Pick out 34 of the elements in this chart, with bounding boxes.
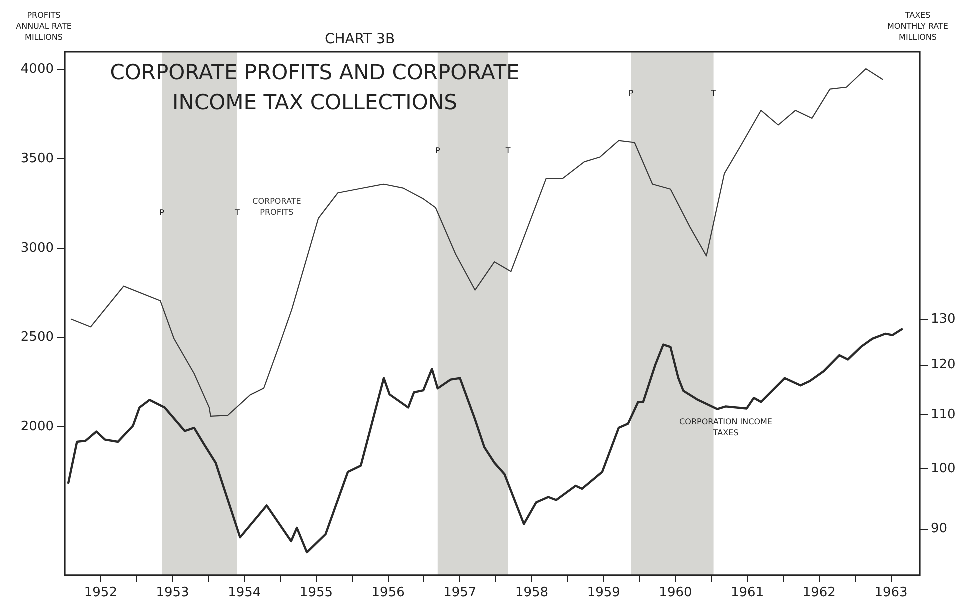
annotation: P xyxy=(435,146,440,156)
y-tick-label: 2000 xyxy=(20,420,54,435)
y2-tick-label: 120 xyxy=(931,358,956,373)
text: CORPORATE PROFITS AND CORPORATE INCOME TAX COLLECTIONS xyxy=(110,60,520,114)
y2-axis-title: TAXES MONTHLY RATE MILLIONS xyxy=(888,11,948,42)
x-tick-label: 1959 xyxy=(587,586,620,601)
y-tick-label: 3000 xyxy=(20,240,54,256)
x-tick-label: 1956 xyxy=(372,586,405,601)
y-tick-label: 3500 xyxy=(20,152,54,167)
y-axis-title: PROFITS ANNUAL RATE MILLIONS xyxy=(16,11,72,42)
x-tick-label: 1960 xyxy=(659,586,692,601)
y2-tick-label: 90 xyxy=(931,522,948,537)
x-tick-label: 1955 xyxy=(300,586,334,601)
annotation: T xyxy=(504,146,511,156)
annotation: P xyxy=(628,88,634,98)
text: CORPORATION INCOME TAXES xyxy=(680,417,772,438)
x-tick-label: 1963 xyxy=(874,586,908,601)
x-tick-label: 1962 xyxy=(802,586,836,601)
y2-tick-label: 100 xyxy=(931,462,956,477)
y-tick-label: 2500 xyxy=(20,330,54,346)
annotation: T xyxy=(710,88,716,98)
text: CORPORATE PROFITS xyxy=(252,197,302,218)
y2-tick-label: 130 xyxy=(931,312,956,328)
y-tick-label: 4000 xyxy=(20,62,54,78)
y2-tick-label: 110 xyxy=(931,407,956,422)
x-tick-label: 1957 xyxy=(444,586,477,601)
x-tick-label: 1952 xyxy=(84,586,118,601)
x-tick-label: 1958 xyxy=(515,586,549,601)
annotation: T xyxy=(234,208,240,218)
x-tick-label: 1954 xyxy=(228,586,262,601)
x-tick-label: 1961 xyxy=(731,586,764,601)
annotation: P xyxy=(160,208,165,218)
chart-subtitle: CHART 3B xyxy=(324,32,396,48)
x-tick-label: 1953 xyxy=(156,586,190,601)
